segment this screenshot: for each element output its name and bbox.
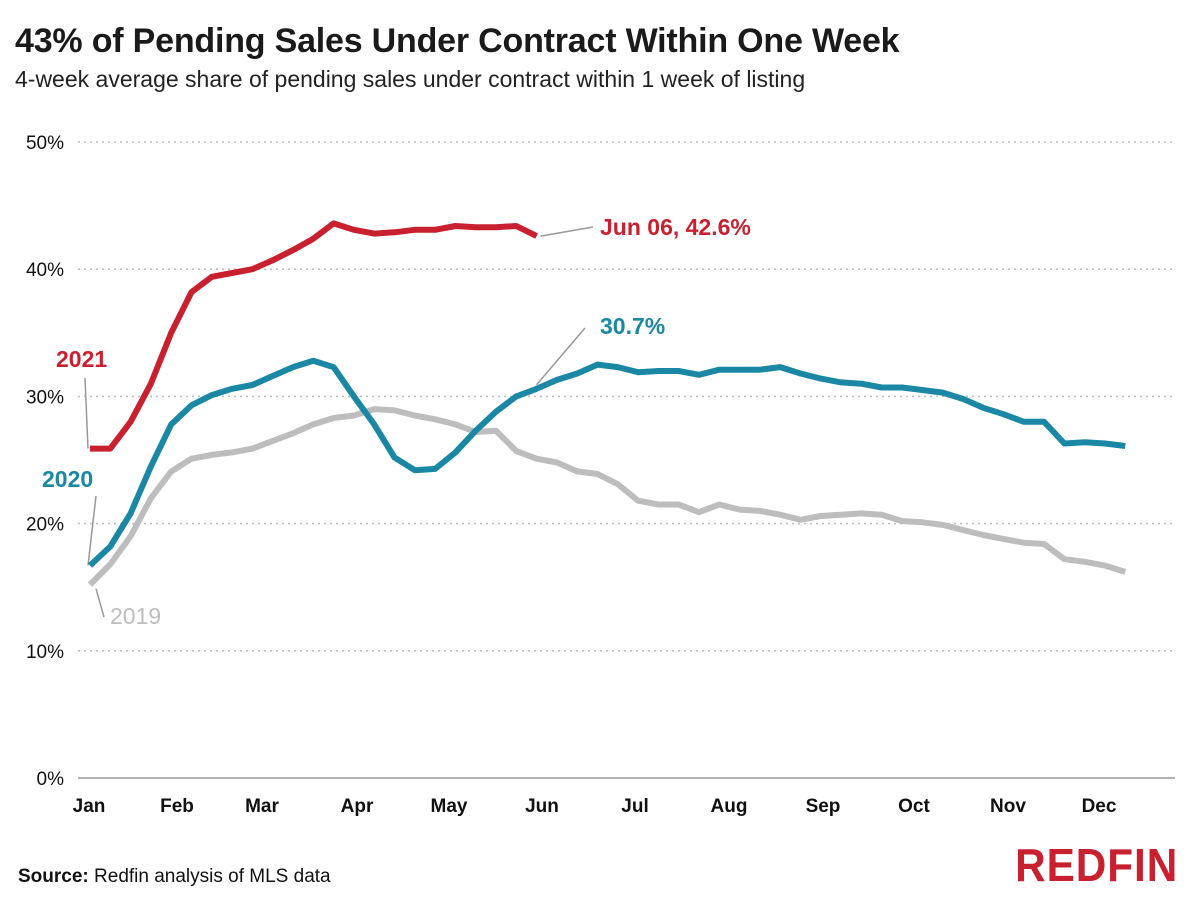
source-label: Source:	[18, 866, 89, 887]
series-line-2019	[87, 406, 1127, 587]
x-tick-label: Mar	[245, 796, 279, 817]
y-tick-label: 30%	[26, 387, 64, 408]
x-tick-label: Dec	[1082, 796, 1117, 817]
source-text: Redfin analysis of MLS data	[94, 866, 331, 887]
leader-2021-last	[540, 226, 594, 237]
series-line-2021	[90, 220, 538, 452]
annotation-label: 2020	[42, 466, 93, 492]
y-tick-label: 20%	[26, 515, 64, 536]
x-tick-label: Oct	[898, 796, 930, 817]
x-tick-label: Nov	[990, 796, 1026, 817]
series-line-2020	[87, 357, 1126, 568]
y-tick-label: 10%	[26, 642, 64, 663]
leader-2021	[84, 377, 89, 449]
annotation-label: 2021	[56, 346, 107, 372]
annotation-label: 2019	[110, 603, 161, 629]
x-tick-label: Apr	[341, 796, 374, 817]
leader-2019	[95, 588, 105, 618]
leader-2020-point	[536, 327, 586, 386]
chart-title: 43% of Pending Sales Under Contract With…	[15, 22, 900, 60]
chart-subtitle: 4-week average share of pending sales un…	[15, 66, 806, 92]
x-tick-label: Jan	[73, 796, 106, 817]
redfin-logo: REDFIN	[1014, 839, 1178, 891]
y-tick-label: 40%	[26, 260, 64, 281]
x-tick-label: Sep	[806, 796, 841, 817]
x-tick-label: Jun	[525, 796, 559, 817]
y-tick-label: 50%	[26, 133, 64, 154]
x-tick-label: May	[431, 796, 468, 817]
x-tick-label: Jul	[621, 796, 648, 817]
source-note: Source: Redfin analysis of MLS data	[18, 866, 331, 888]
annotation-label: Jun 06, 42.6%	[600, 214, 751, 240]
annotation-label: 30.7%	[600, 313, 665, 339]
x-tick-label: Feb	[160, 796, 194, 817]
leader-2020	[87, 495, 97, 566]
x-tick-label: Aug	[711, 796, 748, 817]
y-tick-label: 0%	[37, 769, 65, 790]
